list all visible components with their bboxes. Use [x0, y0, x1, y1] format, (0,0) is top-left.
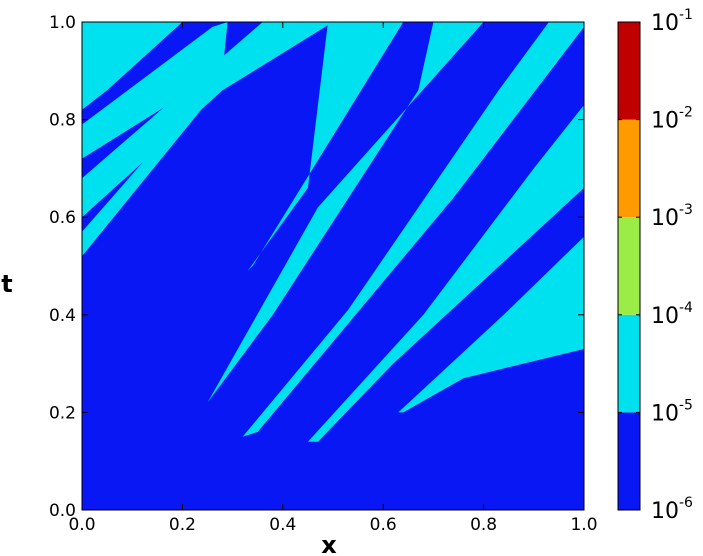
colorbar-level	[618, 119, 640, 218]
y-tick-label: 0.2	[49, 403, 76, 423]
x-tick-label: 0.4	[269, 515, 296, 535]
y-axis-label: t	[1, 270, 12, 298]
x-tick-label: 0.2	[169, 515, 196, 535]
y-tick-label: 0.0	[49, 501, 76, 521]
y-tick-label: 0.4	[49, 306, 76, 326]
x-tick-label: 0.8	[470, 515, 497, 535]
contour-region-3	[82, 22, 228, 169]
x-tick-label: 0.6	[370, 515, 397, 535]
contour-region-7	[242, 22, 584, 437]
colorbar: 10-6 10-5 10-4 10-3 10-2 10-1	[617, 7, 693, 524]
contour-region-9	[398, 236, 584, 413]
colorbar-tick-label: 10-4	[651, 300, 693, 329]
colorbar-tick-label: 10-5	[651, 397, 693, 426]
y-tick-label: 0.8	[49, 111, 76, 131]
contour-region-10	[563, 261, 584, 301]
colorbar-level	[618, 314, 640, 413]
colorbar-tick-label: 10-1	[651, 7, 693, 36]
x-tick-label: 1.0	[570, 515, 597, 535]
plot-area	[82, 22, 584, 510]
contour-region-6	[207, 22, 484, 403]
colorbar-level	[618, 412, 640, 510]
colorbar-tick-label: 10-6	[651, 495, 693, 524]
x-axis: 0.0 0.2 0.4 0.6 0.8 1.0	[68, 22, 598, 535]
contour-region-4	[82, 22, 183, 120]
contour-region-5	[247, 22, 404, 271]
y-tick-label: 1.0	[49, 13, 76, 33]
colorbar-tick-label: 10-3	[651, 202, 693, 231]
y-axis: 0.0 0.2 0.4 0.6 0.8 1.0	[49, 13, 584, 521]
colorbar-level	[618, 22, 640, 120]
x-axis-label: x	[321, 531, 337, 556]
plot-frame	[81, 21, 585, 511]
colorbar-level	[618, 217, 640, 315]
y-tick-label: 0.6	[49, 208, 76, 228]
x-tick-label: 0.0	[68, 515, 95, 535]
colorbar-frame	[617, 21, 641, 511]
colorbar-tick-label: 10-2	[651, 105, 693, 134]
